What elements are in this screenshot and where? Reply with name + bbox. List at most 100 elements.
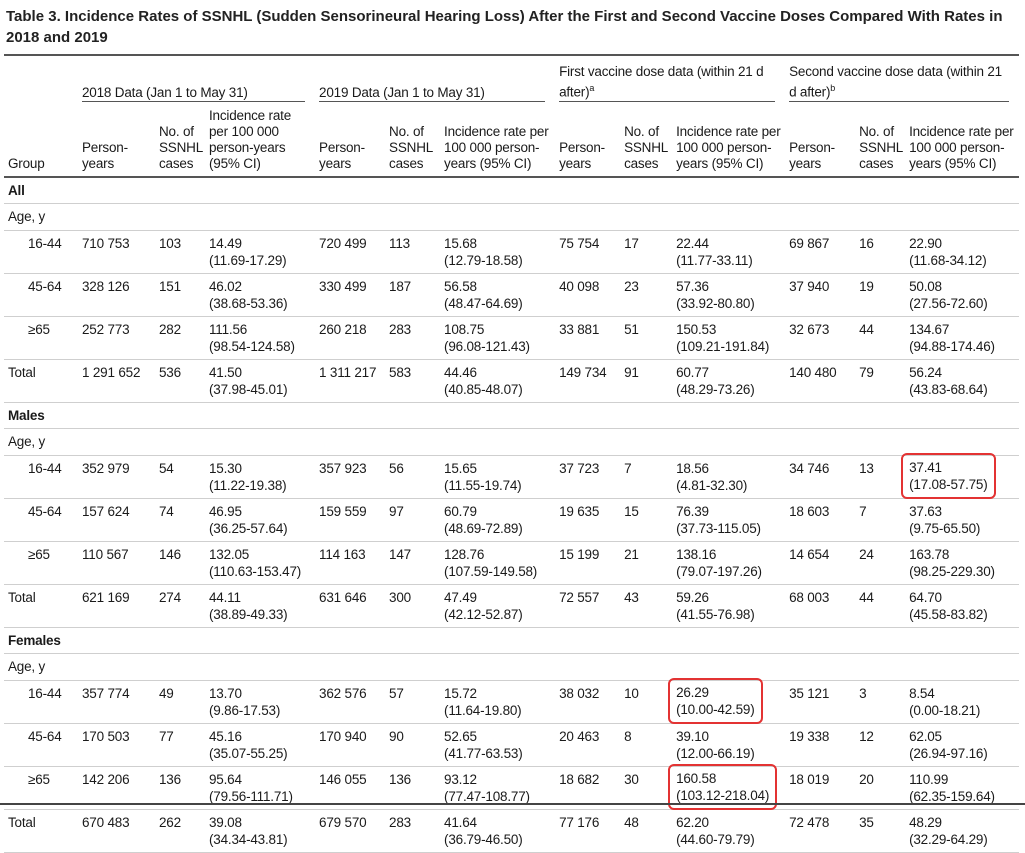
person-years-cell: 15 199 [555, 541, 621, 585]
confidence-interval: (38.89-49.33) [209, 606, 288, 622]
cases-cell: 113 [385, 230, 441, 274]
incidence-rate-cell: 45.16 (35.07-55.25) [205, 723, 316, 767]
table-row: 16-44 357 774 49 13.70 (9.86-17.53) 362 576 57… [4, 677, 1020, 724]
confidence-interval: (77.47-108.77) [444, 788, 530, 804]
row-group-label: ≥65 [4, 766, 78, 810]
incidence-rate-cell: 13.70 (9.86-17.53) [205, 680, 316, 724]
person-years-cell: 68 003 [785, 584, 856, 628]
confidence-interval: (103.12-218.04) [676, 787, 770, 803]
row-group-label: ≥65 [4, 316, 78, 360]
rate-value: 160.58 [676, 770, 717, 786]
rate-value-group: 14.49 (11.69-17.29) [209, 235, 311, 269]
incidence-rate-header: Incidence rate per 100 000 person-years … [672, 103, 786, 178]
confidence-interval: (98.25-229.30) [909, 563, 995, 579]
rate-value: 56.58 [444, 278, 477, 294]
cases-cell: 7 [855, 498, 906, 542]
incidence-rate-cell: 60.79 (48.69-72.89) [440, 498, 556, 542]
table-body: All Age, y 16-44 710 753 103 14.49 (11.69-17.2… [4, 176, 1020, 853]
person-years-cell: 20 463 [555, 723, 621, 767]
confidence-interval: (9.86-17.53) [209, 702, 281, 718]
rate-value-group: 128.76 (107.59-149.58) [444, 546, 551, 580]
column-group-label: 2019 Data (Jan 1 to May 31) [319, 84, 485, 100]
rate-value-group: 57.36 (33.92-80.80) [676, 278, 781, 312]
person-years-cell: 18 682 [555, 766, 621, 810]
confidence-interval: (33.92-80.80) [676, 295, 755, 311]
person-years-cell: 170 940 [315, 723, 386, 767]
rate-value-group: 62.20 (44.60-79.79) [676, 814, 781, 848]
person-years-cell: 19 338 [785, 723, 856, 767]
person-years-cell: 149 734 [555, 359, 621, 403]
confidence-interval: (37.98-45.01) [209, 381, 288, 397]
person-years-header: Person-years [315, 103, 386, 178]
incidence-rate-cell: 37.63 (9.75-65.50) [905, 498, 1020, 542]
cases-cell: 35 [855, 809, 906, 853]
rate-value-group: 39.08 (34.34-43.81) [209, 814, 311, 848]
rate-value: 47.49 [444, 589, 477, 605]
cases-cell: 44 [855, 316, 906, 360]
column-group-underline: First vaccine dose data (within 21 d aft… [559, 63, 776, 102]
person-years-cell: 357 774 [78, 680, 155, 724]
cases-cell: 283 [385, 809, 441, 853]
rate-value-group: 45.16 (35.07-55.25) [209, 728, 311, 762]
person-years-cell: 252 773 [78, 316, 155, 360]
cases-cell: 10 [620, 680, 673, 724]
rate-value-group: 41.64 (36.79-46.50) [444, 814, 551, 848]
group-column-header: Group [4, 103, 78, 178]
incidence-rate-cell: 60.77 (48.29-73.26) [672, 359, 786, 403]
rate-value: 95.64 [209, 771, 242, 787]
cases-cell: 79 [855, 359, 906, 403]
confidence-interval: (62.35-159.64) [909, 788, 995, 804]
confidence-interval: (45.58-83.82) [909, 606, 988, 622]
row-group-label: 45-64 [4, 498, 78, 542]
section-header-row: Females [4, 627, 1020, 654]
cases-cell: 17 [620, 230, 673, 274]
rate-value: 41.50 [209, 364, 242, 380]
ssnhl-cases-header: No. of SSNHL cases [385, 103, 441, 178]
rate-value: 110.99 [909, 771, 949, 787]
person-years-cell: 328 126 [78, 273, 155, 317]
confidence-interval: (35.07-55.25) [209, 745, 288, 761]
incidence-rate-cell: 44.11 (38.89-49.33) [205, 584, 316, 628]
table-row: 45-64 328 126 151 46.02 (38.68-53.36) 330 499… [4, 273, 1020, 317]
person-years-cell: 631 646 [315, 584, 386, 628]
rate-value: 57.36 [676, 278, 709, 294]
person-years-cell: 352 979 [78, 455, 155, 499]
person-years-header: Person-years [555, 103, 621, 178]
row-group-label: 16-44 [4, 455, 78, 499]
confidence-interval: (26.94-97.16) [909, 745, 988, 761]
cases-cell: 90 [385, 723, 441, 767]
highlighted-rate-box: 26.29 (10.00-42.59) [668, 677, 763, 724]
confidence-interval: (40.85-48.07) [444, 381, 523, 397]
person-years-cell: 69 867 [785, 230, 856, 274]
rate-value: 60.79 [444, 503, 477, 519]
incidence-rate-cell: 150.53 (109.21-191.84) [672, 316, 786, 360]
cases-cell: 7 [620, 455, 673, 499]
cases-cell: 24 [855, 541, 906, 585]
incidence-rate-header: Incidence rate per 100 000 person-years … [905, 103, 1020, 178]
cases-cell: 15 [620, 498, 673, 542]
rate-value: 128.76 [444, 546, 485, 562]
rate-value-group: 15.72 (11.64-19.80) [444, 685, 551, 719]
rate-value-group: 44.11 (38.89-49.33) [209, 589, 311, 623]
rate-value: 41.64 [444, 814, 477, 830]
person-years-cell: 32 673 [785, 316, 856, 360]
incidence-rate-cell: 26.29 (10.00-42.59) [668, 677, 786, 724]
row-group-label: 16-44 [4, 680, 78, 724]
incidence-rate-cell: 111.56 (98.54-124.58) [205, 316, 316, 360]
row-group-label: Total [4, 584, 78, 628]
incidence-rate-cell: 15.65 (11.55-19.74) [440, 455, 556, 499]
rate-value-group: 76.39 (37.73-115.05) [676, 503, 781, 537]
cases-cell: 146 [155, 541, 205, 585]
rate-value: 44.11 [209, 589, 241, 605]
confidence-interval: (41.55-76.98) [676, 606, 755, 622]
incidence-rate-cell: 46.95 (36.25-57.64) [205, 498, 316, 542]
rate-value: 60.77 [676, 364, 709, 380]
person-years-cell: 19 635 [555, 498, 621, 542]
confidence-interval: (48.69-72.89) [444, 520, 523, 536]
rate-value: 15.30 [209, 460, 242, 476]
incidence-rate-cell: 47.49 (42.12-52.87) [440, 584, 556, 628]
incidence-rate-cell: 46.02 (38.68-53.36) [205, 273, 316, 317]
cases-cell: 43 [620, 584, 673, 628]
confidence-interval: (36.25-57.64) [209, 520, 288, 536]
rate-value-group: 37.63 (9.75-65.50) [909, 503, 1015, 537]
